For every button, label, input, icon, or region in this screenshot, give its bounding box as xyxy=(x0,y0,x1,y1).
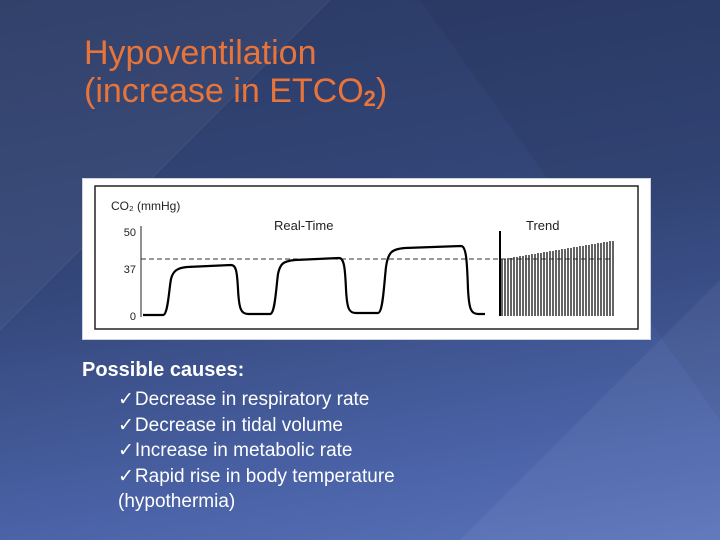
title-line-2: (increase in ETCO2) xyxy=(84,72,387,110)
capnography-waveform: CO₂ (mmHg) Real-Time Trend 50 37 0 xyxy=(94,185,639,330)
causes-heading: Possible causes: xyxy=(82,359,245,381)
trend-bars xyxy=(501,241,614,316)
slide-title: Hypoventilation (increase in ETCO2) xyxy=(84,34,387,110)
trend-label: Trend xyxy=(526,218,559,233)
cause-item: ✓Increase in metabolic rate xyxy=(118,438,702,464)
capnography-figure: CO₂ (mmHg) Real-Time Trend 50 37 0 xyxy=(82,178,651,340)
cause-text: Rapid rise in body temperature xyxy=(134,465,395,487)
checkmark-icon: ✓ xyxy=(118,465,134,487)
title-line-1: Hypoventilation xyxy=(84,34,317,72)
cause-continuation: (hypothermia) xyxy=(118,491,236,512)
checkmark-icon: ✓ xyxy=(118,389,134,410)
possible-causes-section: Possible causes: ✓Decrease in respirator… xyxy=(82,357,702,515)
title-prefix: (increase in ETCO xyxy=(84,72,364,110)
y-axis-label: CO₂ (mmHg) xyxy=(111,199,180,213)
title-suffix: ) xyxy=(375,72,388,110)
realtime-waveform xyxy=(143,244,485,317)
cause-text: Decrease in respiratory rate xyxy=(134,389,370,410)
cause-text: Decrease in tidal volume xyxy=(134,414,343,436)
title-subscript: 2 xyxy=(363,86,376,111)
cause-list: ✓Decrease in respiratory rate ✓Decrease … xyxy=(118,387,702,515)
cause-item: ✓Rapid rise in body temperature xyxy=(118,464,702,490)
realtime-label: Real-Time xyxy=(274,218,333,233)
checkmark-icon: ✓ xyxy=(118,440,134,461)
checkmark-icon: ✓ xyxy=(118,414,134,436)
cause-text: Increase in metabolic rate xyxy=(134,440,353,461)
y-tick-37: 37 xyxy=(124,264,136,276)
cause-item: ✓Decrease in tidal volume xyxy=(118,413,702,439)
cause-item: ✓Decrease in respiratory rate xyxy=(118,387,702,413)
y-tick-0: 0 xyxy=(130,311,136,323)
y-tick-50: 50 xyxy=(124,227,136,239)
